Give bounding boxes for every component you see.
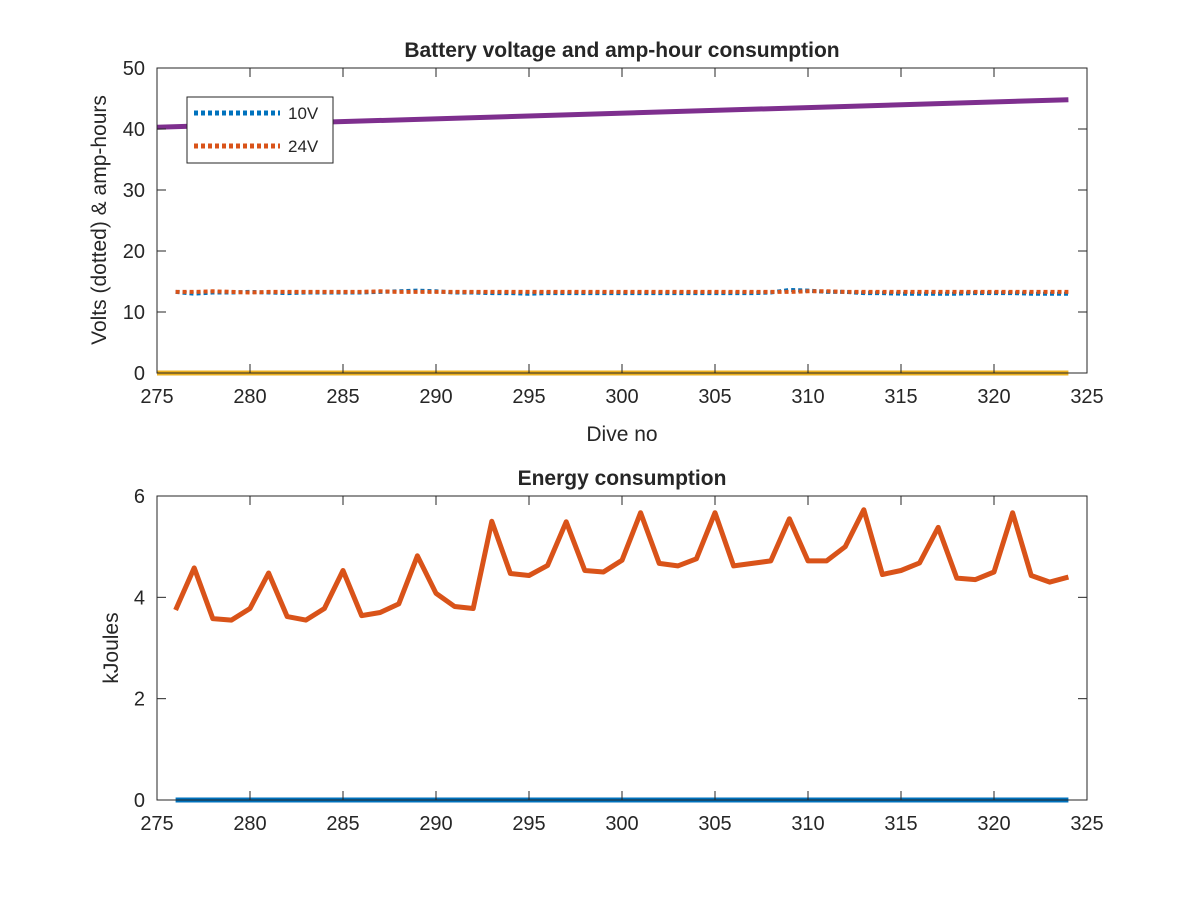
bottom-chart-axes: 275 280 285 290 295 300 305 310 315 320 325 0 2 4 6 En… xyxy=(100,467,1104,835)
legend-10v-label: 10V xyxy=(288,104,319,123)
top-chart-title: Battery voltage and amp-hour consumption xyxy=(404,39,839,62)
bottom-x-tick-label: 310 xyxy=(791,813,824,835)
legend-24v-label: 24V xyxy=(288,137,319,156)
bottom-y-tick-label: 6 xyxy=(134,486,145,508)
top-x-tick-label: 310 xyxy=(791,386,824,408)
bottom-x-tick-label: 305 xyxy=(698,813,731,835)
top-y-tick-label: 20 xyxy=(123,241,145,263)
top-y-axis-label: Volts (dotted) & amp-hours xyxy=(88,95,111,345)
top-x-tick-label: 325 xyxy=(1070,386,1103,408)
bottom-chart-title: Energy consumption xyxy=(518,467,727,490)
top-y-tick-label: 10 xyxy=(123,302,145,324)
top-x-tick-label: 290 xyxy=(419,386,452,408)
top-x-tick-label: 285 xyxy=(326,386,359,408)
bottom-y-tick-label: 4 xyxy=(134,587,145,609)
bottom-x-tick-label: 295 xyxy=(512,813,545,835)
top-x-tick-label: 320 xyxy=(977,386,1010,408)
bottom-x-tick-label: 275 xyxy=(140,813,173,835)
bottom-x-tick-label: 290 xyxy=(419,813,452,835)
bottom-series-1-line xyxy=(173,507,1070,623)
legend-box xyxy=(186,96,334,164)
bottom-x-tick-label: 300 xyxy=(605,813,638,835)
top-chart-axes: 275 280 285 290 295 300 305 310 315 320 325 0 10 20 30… xyxy=(88,39,1104,446)
top-legend: 10V 24V xyxy=(186,96,334,164)
bottom-y-tick-label: 0 xyxy=(134,790,145,812)
top-x-tick-label: 315 xyxy=(884,386,917,408)
bottom-x-tick-label: 285 xyxy=(326,813,359,835)
bottom-x-tick-label: 320 xyxy=(977,813,1010,835)
bottom-plot-area xyxy=(157,496,1087,800)
bottom-y-axis-label: kJoules xyxy=(100,612,123,683)
top-y-tick-label: 30 xyxy=(123,180,145,202)
top-series-1-line xyxy=(175,289,1069,295)
top-ticks-group: 275 280 285 290 295 300 305 310 315 320 325 0 10 20 30… xyxy=(123,58,1104,408)
top-y-tick-label: 0 xyxy=(134,363,145,385)
top-y-tick-label: 50 xyxy=(123,58,145,80)
top-x-tick-label: 295 xyxy=(512,386,545,408)
top-x-tick-label: 275 xyxy=(140,386,173,408)
bottom-x-tick-label: 315 xyxy=(884,813,917,835)
bottom-ticks-group: 275 280 285 290 295 300 305 310 315 320 325 0 2 4 6 xyxy=(134,486,1104,835)
top-y-tick-label: 40 xyxy=(123,119,145,141)
top-x-tick-label: 280 xyxy=(233,386,266,408)
top-x-tick-label: 300 xyxy=(605,386,638,408)
bottom-x-tick-label: 325 xyxy=(1070,813,1103,835)
bottom-x-tick-label: 280 xyxy=(233,813,266,835)
bottom-y-tick-label: 2 xyxy=(134,689,145,711)
top-x-tick-label: 305 xyxy=(698,386,731,408)
top-x-axis-label: Dive no xyxy=(586,423,657,446)
